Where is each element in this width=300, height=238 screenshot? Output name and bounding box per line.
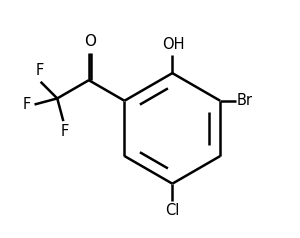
Text: O: O xyxy=(84,34,96,49)
Text: Br: Br xyxy=(237,93,253,108)
Text: Cl: Cl xyxy=(165,203,179,218)
Text: F: F xyxy=(60,124,69,139)
Text: F: F xyxy=(23,97,31,112)
Text: OH: OH xyxy=(162,37,185,52)
Text: F: F xyxy=(35,64,44,79)
